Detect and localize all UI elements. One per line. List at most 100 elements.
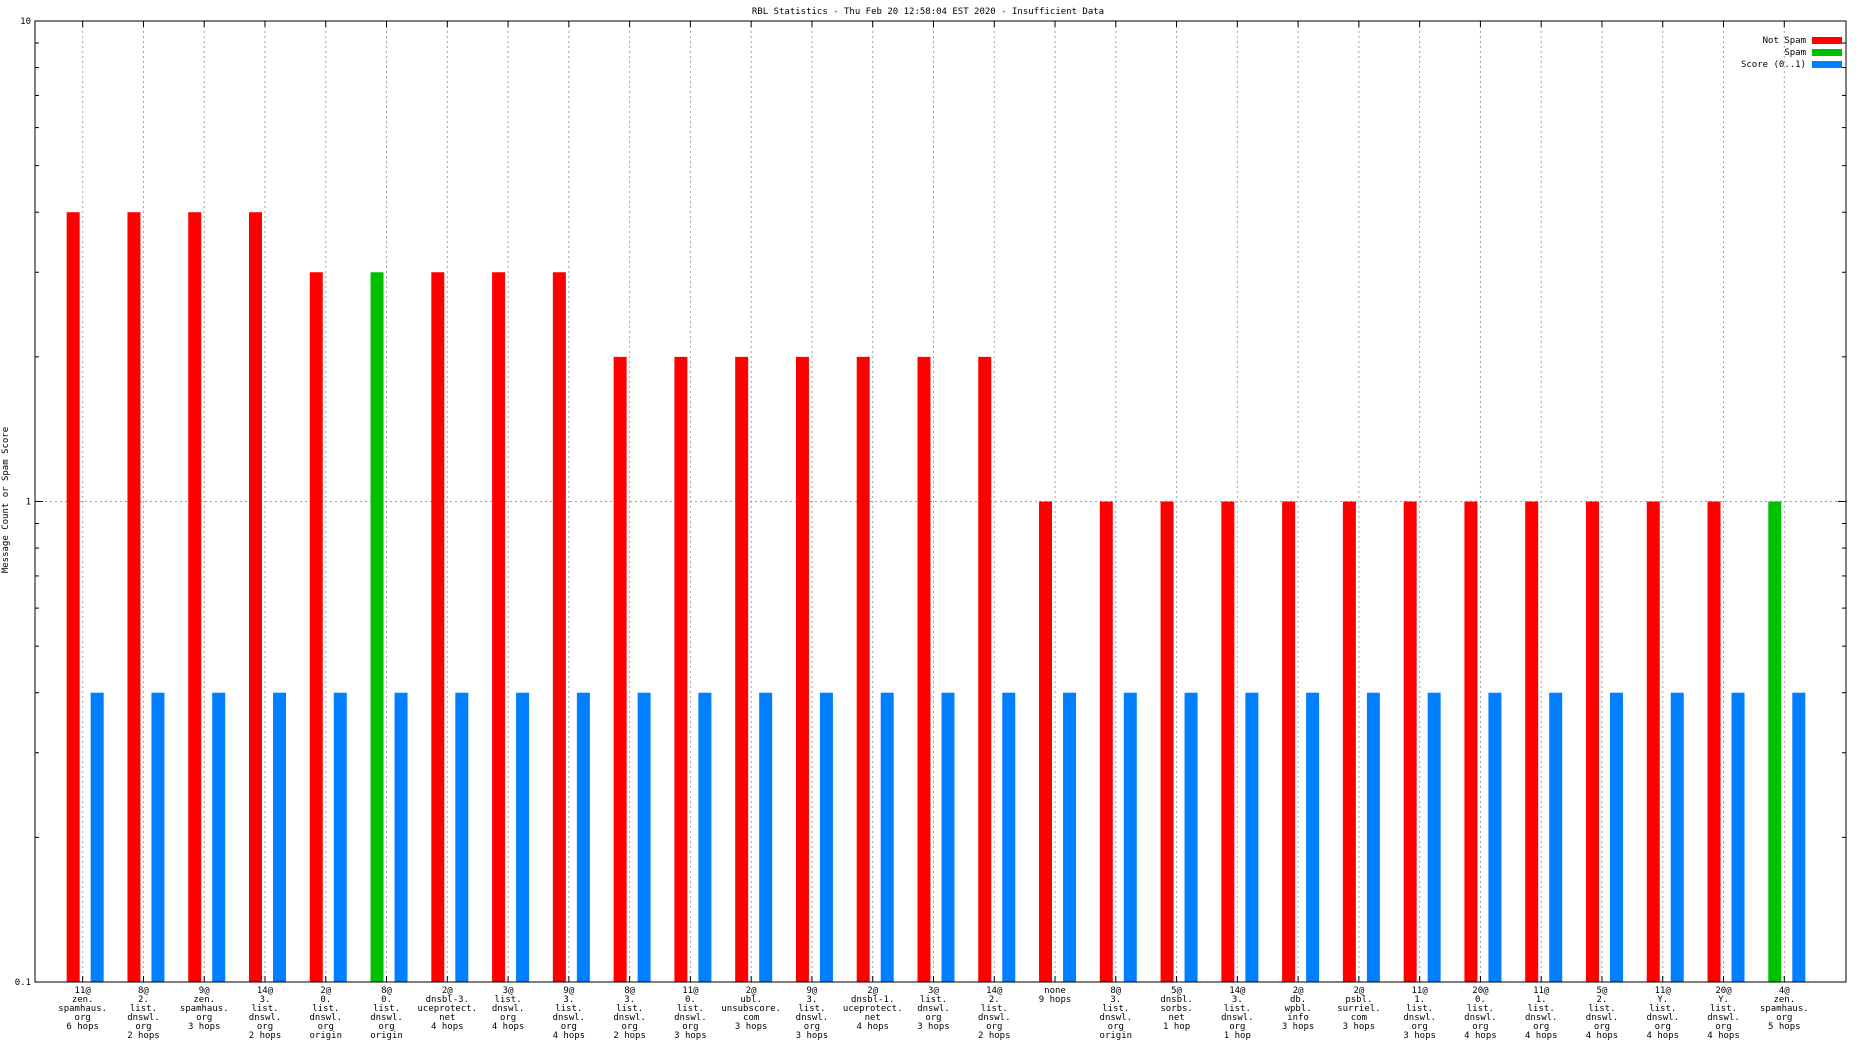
x-tick-label: list. <box>312 1004 339 1014</box>
bar-not-spam <box>248 212 262 982</box>
x-tick-label: uceprotect. <box>843 1004 903 1014</box>
x-tick-label: net <box>865 1013 881 1023</box>
bar-not-spam <box>1707 501 1721 982</box>
bar-score <box>1488 692 1502 982</box>
x-tick-label: 2 hops <box>249 1031 282 1041</box>
bar-score <box>576 692 590 982</box>
bar-not-spam <box>978 356 992 982</box>
gridlines <box>35 21 1846 982</box>
bar-spam <box>370 272 384 982</box>
x-tick-label: 11@ <box>1533 986 1550 996</box>
x-tick-label: dnswl. <box>978 1013 1011 1023</box>
x-tick-label: net <box>439 1013 455 1023</box>
x-tick-label: org <box>318 1022 334 1032</box>
bar-not-spam <box>1525 501 1539 982</box>
x-tick-label: dnswl. <box>1525 1013 1558 1023</box>
x-tick-label: list. <box>1528 1004 1555 1014</box>
bar-score <box>1306 692 1320 982</box>
bar-score <box>759 692 773 982</box>
x-tick-label: org <box>1412 1022 1428 1032</box>
x-tick-label: 3@ <box>928 986 939 996</box>
bar-score <box>1609 692 1623 982</box>
x-tick-label: org <box>1472 1022 1488 1032</box>
x-tick-label: unsubscore. <box>721 1004 781 1014</box>
bar-not-spam <box>552 272 566 982</box>
x-tick-label: list. <box>555 1004 582 1014</box>
bar-score <box>1427 692 1441 982</box>
x-tick-label: 3 hops <box>1403 1031 1436 1041</box>
x-tick-label: list. <box>1102 1004 1129 1014</box>
bar-not-spam <box>492 272 506 982</box>
x-tick-label: org <box>804 1022 820 1032</box>
x-tick-label: dnswl. <box>1586 1013 1619 1023</box>
x-tick-label: dnswl. <box>1464 1013 1497 1023</box>
bar-score <box>1792 692 1806 982</box>
x-tick-label: 0. <box>381 995 392 1005</box>
x-tick-label: org <box>135 1022 151 1032</box>
x-tick-label: dnswl. <box>674 1013 707 1023</box>
x-tick-label: org <box>682 1022 698 1032</box>
bar-score <box>1549 692 1563 982</box>
x-tick-label: dnswl. <box>1707 1013 1740 1023</box>
x-tick-label: 0. <box>685 995 696 1005</box>
x-tick-label: info <box>1287 1013 1309 1023</box>
bar-not-spam <box>735 356 749 982</box>
bar-score <box>1063 692 1077 982</box>
bar-not-spam <box>1099 501 1113 982</box>
x-tick-label: 9@ <box>199 986 210 996</box>
bar-score <box>90 692 104 982</box>
bar-spam <box>1768 501 1782 982</box>
bar-score <box>212 692 226 982</box>
x-tick-label: 11@ <box>75 986 92 996</box>
x-tick-label: spamhaus. <box>58 1004 107 1014</box>
bar-not-spam <box>917 356 931 982</box>
x-tick-label: list. <box>495 995 522 1005</box>
bar-not-spam <box>1646 501 1660 982</box>
legend-label: Score (0..1) <box>1741 60 1806 70</box>
x-tick-label: list. <box>1467 1004 1494 1014</box>
x-tick-label: origin <box>1100 1031 1133 1041</box>
bar-score <box>819 692 833 982</box>
bar-not-spam <box>1464 501 1478 982</box>
x-tick-label: 4 hops <box>1646 1031 1679 1041</box>
x-tick-label: list. <box>1406 1004 1433 1014</box>
x-tick-label: dnswl. <box>127 1013 160 1023</box>
bar-not-spam <box>1585 501 1599 982</box>
x-tick-label: org <box>378 1022 394 1032</box>
bar-score <box>1002 692 1016 982</box>
chart-title: RBL Statistics - Thu Feb 20 12:58:04 EST… <box>752 7 1104 17</box>
x-tick-label: 4 hops <box>431 1022 464 1032</box>
bar-not-spam <box>66 212 80 982</box>
x-tick-label: 2. <box>989 995 1000 1005</box>
x-tick-label: 3 hops <box>1282 1022 1315 1032</box>
x-tick-label: list. <box>251 1004 278 1014</box>
x-tick-label: 9@ <box>807 986 818 996</box>
x-tick-label: org <box>1229 1022 1245 1032</box>
x-tick-label: com <box>1351 1013 1367 1023</box>
x-tick-label: net <box>1168 1013 1184 1023</box>
x-tick-label: uceprotect. <box>418 1004 478 1014</box>
x-tick-label: 4@ <box>1779 986 1790 996</box>
bar-score <box>394 692 408 982</box>
legend-swatch <box>1812 61 1842 68</box>
x-tick-label: 2@ <box>746 986 757 996</box>
x-tick-label: 3 hops <box>735 1022 768 1032</box>
x-tick-label: dnswl. <box>553 1013 586 1023</box>
bar-score <box>1366 692 1380 982</box>
x-tick-label: 3. <box>624 995 635 1005</box>
bar-score <box>637 692 651 982</box>
x-tick-label: org <box>196 1013 212 1023</box>
x-tick-label: org <box>1533 1022 1549 1032</box>
x-tick-label: 8@ <box>381 986 392 996</box>
bar-score <box>1184 692 1198 982</box>
bar-score <box>1245 692 1259 982</box>
bar-not-spam <box>431 272 445 982</box>
legend-label: Not Spam <box>1763 36 1806 46</box>
x-tick-label: org <box>1108 1022 1124 1032</box>
x-tick-label: dnsbl-1. <box>851 995 894 1005</box>
x-tick-label: dnswl. <box>1646 1013 1679 1023</box>
bar-not-spam <box>856 356 870 982</box>
x-tick-label: list. <box>616 1004 643 1014</box>
x-tick-label: list. <box>1224 1004 1251 1014</box>
x-tick-label: 4 hops <box>1464 1031 1497 1041</box>
